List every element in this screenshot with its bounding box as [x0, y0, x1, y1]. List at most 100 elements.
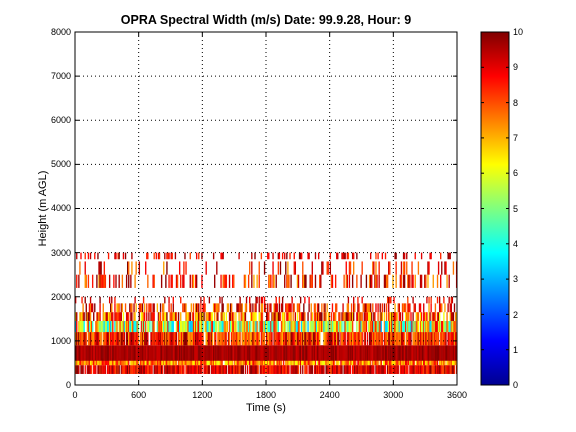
heatmap-cell [368, 321, 371, 333]
heatmap-cell [233, 365, 235, 374]
heatmap-cell [174, 332, 177, 346]
heatmap-cell [444, 358, 446, 366]
heatmap-cell [399, 332, 402, 346]
heatmap-cell [427, 365, 429, 374]
heatmap-cell [396, 312, 398, 322]
heatmap-cell [131, 261, 133, 275]
heatmap-cell [386, 358, 389, 366]
heatmap-cell [365, 365, 368, 374]
heatmap-cell [308, 365, 310, 374]
heatmap-cell [203, 303, 205, 313]
heatmap-cell [414, 321, 416, 333]
heatmap-cell [367, 345, 370, 361]
heatmap-cell [130, 274, 132, 288]
heatmap-cell [297, 274, 300, 288]
heatmap-cell [285, 358, 287, 366]
heatmap-cell [256, 332, 258, 346]
heatmap-cell [214, 274, 216, 288]
heatmap-cell [240, 303, 242, 313]
heatmap-cell [199, 345, 201, 361]
heatmap-cell [334, 365, 337, 374]
heatmap-cell [197, 321, 199, 333]
heatmap-cell [130, 358, 132, 366]
heatmap-cell [274, 365, 276, 374]
heatmap-cell [325, 312, 327, 322]
heatmap-cell [205, 312, 207, 322]
heatmap-cell [379, 303, 381, 313]
heatmap-cell [349, 332, 352, 346]
heatmap-cell [423, 365, 425, 374]
heatmap-cell [242, 332, 245, 346]
heatmap-cell [82, 332, 84, 346]
heatmap-cell [407, 296, 409, 304]
heatmap-cell [406, 261, 408, 275]
heatmap-cell [288, 365, 290, 374]
heatmap-cell [88, 312, 91, 322]
heatmap-cell [266, 358, 268, 366]
heatmap-cell [117, 332, 119, 346]
heatmap-cell [327, 321, 329, 333]
heatmap-cell [408, 321, 410, 333]
heatmap-cell [366, 332, 369, 346]
heatmap-cell [364, 332, 367, 346]
heatmap-cell [429, 345, 431, 361]
heatmap-cell [113, 332, 115, 346]
heatmap-cell [344, 345, 346, 361]
heatmap-cell [219, 345, 221, 361]
heatmap-cell [433, 345, 436, 361]
heatmap-cell [134, 365, 136, 374]
heatmap-cell [180, 358, 182, 366]
heatmap-cell [398, 345, 400, 361]
heatmap-cell [228, 345, 231, 361]
heatmap-cell [426, 332, 428, 346]
heatmap-cell [222, 274, 224, 288]
heatmap-cell [277, 321, 280, 333]
heatmap-cell [306, 358, 308, 366]
heatmap-cell [375, 252, 377, 260]
heatmap-cell [393, 312, 395, 322]
heatmap-cell [256, 321, 258, 333]
heatmap-cell [326, 261, 328, 275]
heatmap-cell [277, 358, 280, 366]
heatmap-cell [157, 321, 160, 333]
heatmap-cell [99, 261, 101, 275]
heatmap-cell [198, 321, 200, 333]
heatmap-cell [281, 296, 284, 304]
heatmap-cell [289, 321, 291, 333]
heatmap-cell [398, 332, 400, 346]
heatmap-cell [288, 321, 290, 333]
heatmap-cell [384, 365, 387, 374]
heatmap-cell [420, 365, 423, 374]
heatmap-cell [419, 358, 422, 366]
heatmap-cell [276, 312, 278, 322]
heatmap-cell [345, 365, 347, 374]
heatmap-cell [111, 321, 113, 333]
heatmap-cell [107, 252, 110, 260]
heatmap-cell [277, 261, 280, 275]
heatmap-cell [120, 312, 122, 322]
heatmap-cell [171, 312, 173, 322]
heatmap-cell [111, 332, 113, 346]
heatmap-cell [108, 296, 111, 304]
heatmap-cell [118, 358, 120, 366]
heatmap-cell [435, 332, 438, 346]
heatmap-cell [269, 332, 271, 346]
heatmap-cell [314, 365, 317, 374]
heatmap-cell [83, 332, 85, 346]
heatmap-cell [232, 365, 234, 374]
heatmap-cell [353, 296, 355, 304]
heatmap-cell [149, 345, 151, 361]
heatmap-cell [307, 252, 309, 260]
heatmap-cell [417, 345, 420, 361]
heatmap-cell [406, 332, 408, 346]
heatmap-cell [315, 312, 318, 322]
heatmap-cell [385, 312, 388, 322]
heatmap-cell [441, 332, 443, 346]
heatmap-cell [228, 358, 231, 366]
heatmap-cell [232, 321, 234, 333]
heatmap-cell [353, 345, 355, 361]
heatmap-cell [76, 312, 78, 322]
heatmap-cell [152, 358, 154, 366]
heatmap-cell [260, 303, 263, 313]
heatmap-cell [88, 332, 91, 346]
